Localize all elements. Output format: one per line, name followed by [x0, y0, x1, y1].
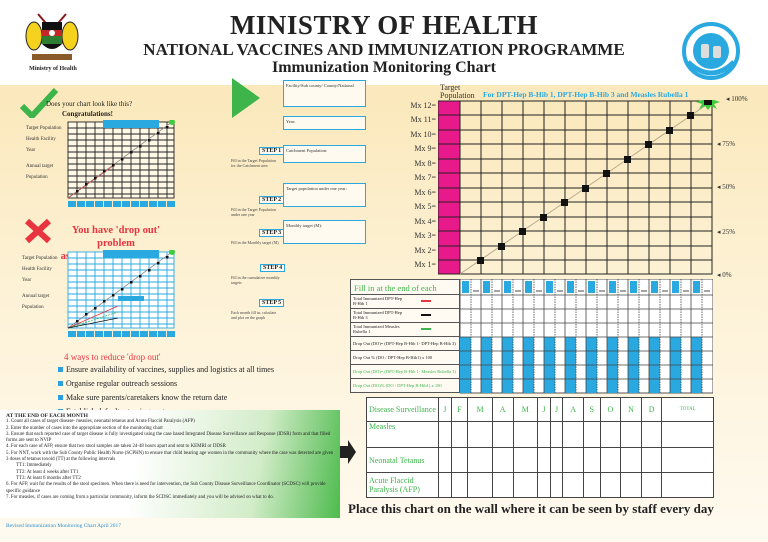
fill-table-row-labels: Total Immunized DPT-Hep B-Hib 1 Total Im… — [350, 295, 460, 393]
bad-example-chart — [67, 250, 175, 337]
row-dpt1: Total Immunized DPT-Hep B-Hib 1 — [350, 295, 460, 309]
star-burst-icon — [696, 100, 720, 110]
disease-surveillance-table: Disease Surveillance J F M A M J J A S O… — [366, 397, 714, 498]
col-month: S — [582, 397, 601, 422]
question-text: Does your chart look like this? — [46, 100, 133, 108]
bullet-icon — [58, 366, 63, 372]
bullet-icon — [58, 380, 63, 386]
catchment-population-field[interactable]: Catchment Population: — [283, 145, 366, 163]
revision-note: Revised Immunization Monitoring Chart Ap… — [6, 523, 122, 529]
col-month: A — [491, 397, 514, 422]
y-axis-title: Target Population — [440, 83, 475, 100]
col-month: M — [512, 397, 539, 422]
table-row: Measles — [366, 421, 714, 448]
col-total: TOTAL — [661, 397, 714, 422]
pct-label: ◂ 50% — [717, 183, 736, 191]
y-label: Mx 1= — [414, 260, 436, 269]
col-month: F — [450, 397, 469, 422]
cross-icon — [24, 218, 52, 244]
step-4-label: STEP 4 — [260, 264, 286, 272]
ways-title: 4 ways to reduce 'drop out' — [64, 352, 161, 362]
fill-table-grid[interactable] — [460, 279, 713, 394]
y-label: Mx 9= — [414, 144, 436, 153]
black-marker-icon — [421, 314, 431, 316]
green-marker-icon — [421, 328, 431, 330]
arrow-right-icon — [340, 440, 356, 464]
y-label: Mx 6= — [414, 188, 436, 197]
col-month: J — [438, 397, 452, 422]
col-month: N — [620, 397, 642, 422]
col-month: J — [537, 397, 551, 422]
facility-field[interactable]: Facility/Sub county/ County/National — [283, 80, 366, 107]
bad-side-labels: Target Population Health Facility Year A… — [22, 256, 58, 310]
row-dpt3: Total Immunized DPT-Hep B-Hib 3 — [350, 309, 460, 323]
chart-legend: For DPT-Hep B-Hib 1, DPT-Hep B-Hib 3 and… — [483, 90, 689, 99]
y-label: Mx 12= — [410, 101, 436, 110]
pct-label: ◂ 100% — [726, 95, 748, 103]
way-item: Ensure availability of vaccines, supplie… — [58, 362, 274, 376]
header: Ministry of Health MINISTRY OF HEALTH NA… — [0, 0, 768, 85]
way-item: Organise regular outreach sessions — [58, 376, 274, 390]
table-row: Neonatal Tetanus — [366, 447, 714, 473]
page-subtitle: NATIONAL VACCINES AND IMMUNIZATION PROGR… — [143, 40, 625, 59]
bullet-icon — [58, 394, 63, 400]
row-do2: Drop Out (DO)= (DPT-Hep B-Hib 1- Measles… — [350, 365, 460, 379]
col-month: A — [562, 397, 584, 422]
page-title: MINISTRY OF HEALTH — [229, 10, 539, 40]
placement-note: Place this chart on the wall where it ca… — [348, 501, 714, 516]
red-marker-icon — [421, 300, 431, 302]
step-2-desc: Fill in the Target Population under one … — [231, 207, 276, 217]
y-label: Mx 3= — [414, 231, 436, 240]
good-example-chart — [67, 120, 175, 207]
nvip-logo-icon — [682, 22, 740, 80]
end-of-month-instructions: AT THE END OF EACH MONTH 1. Count all ca… — [0, 410, 340, 518]
step-4-desc: Fill in the cumulative monthly targets — [231, 275, 280, 285]
step-2-label: STEP 2 — [259, 196, 285, 204]
row-do2-pct: Drop Out (DO)% (DO / DPT-Hep B-Hib1) x 1… — [350, 379, 460, 393]
y-label: Mx 10= — [410, 130, 436, 139]
row-do1: Drop Out (DO)= (DPT-Hep B-Hib 1- DPT-Hep… — [350, 337, 460, 351]
table-row: Acute Flaccid Paralysis (AFP) — [366, 472, 714, 498]
col-month: J — [549, 397, 564, 422]
step-3-label: STEP 3 — [259, 229, 285, 237]
step-3-desc: Fill in the Monthly target (M) — [231, 240, 279, 245]
step-1-label: STEP 1 — [259, 147, 285, 155]
chart-name: Immunization Monitoring Chart — [272, 59, 496, 76]
kenya-coat-of-arms-icon — [25, 13, 79, 60]
pct-label: ◂ 75% — [717, 140, 736, 148]
pct-label: ◂ 0% — [717, 271, 732, 279]
target-population-field[interactable]: Target population under one year: — [283, 183, 366, 207]
good-side-labels: Target Population Health Facility Year A… — [26, 126, 62, 180]
y-label: Mx 5= — [414, 202, 436, 211]
main-monitoring-chart[interactable] — [438, 100, 724, 275]
y-label: Mx 8= — [414, 159, 436, 168]
fill-table-title: Fill in at the end of each month — [350, 279, 460, 303]
checkmark-icon — [20, 88, 58, 118]
row-mr1: Total Immunized Measles Rubella 1 — [350, 323, 460, 337]
congrats-text: Congratulations! — [62, 110, 113, 118]
col-month: D — [640, 397, 663, 422]
step-5-label: STEP 5 — [259, 299, 285, 307]
monthly-target-field[interactable]: Monthly target (M): — [283, 220, 366, 244]
col-header: Disease Surveillance — [366, 397, 439, 422]
table-header-row: Disease Surveillance J F M A M J J A S O… — [366, 397, 714, 422]
y-label: Mx 7= — [414, 173, 436, 182]
y-label: Mx 2= — [414, 246, 436, 255]
y-label: Mx 11= — [410, 115, 436, 124]
logo-label: Ministry of Health — [29, 66, 77, 72]
pct-label: ◂ 25% — [717, 228, 736, 236]
arrow-right-icon — [232, 78, 260, 118]
y-label: Mx 4= — [414, 217, 436, 226]
way-item: Make sure parents/caretakers know the re… — [58, 390, 274, 404]
col-month: M — [467, 397, 493, 422]
row-do1-pct: Drop Out % (DO / DPT-Hep B-Hib1) x 100 — [350, 351, 460, 365]
step-5-desc: Each month fill in, calculate and plot o… — [231, 310, 277, 320]
col-month: O — [599, 397, 622, 422]
step-1-desc: Fill in the Target Population for the Ca… — [231, 158, 276, 168]
year-field[interactable]: Year: — [283, 116, 366, 130]
